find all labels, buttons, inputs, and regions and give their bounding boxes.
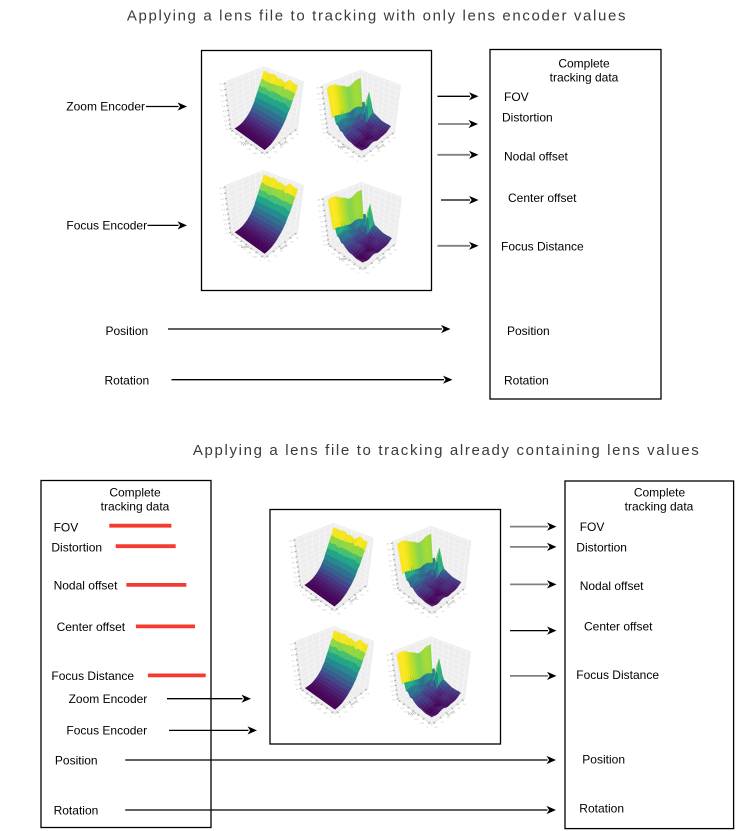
svg-text:tracking data: tracking data (625, 500, 694, 514)
svg-text:Zoom Encoder: Zoom Encoder (69, 692, 148, 706)
svg-text:Zoom Encoder: Zoom Encoder (66, 100, 145, 114)
svg-text:Distortion: Distortion (51, 540, 102, 554)
svg-text:Focus Distance: Focus Distance (576, 668, 659, 682)
svg-text:Nodal offset: Nodal offset (580, 579, 644, 593)
svg-text:Focus Encoder: Focus Encoder (66, 219, 147, 233)
svg-text:Position: Position (55, 753, 98, 767)
svg-text:Nodal offset: Nodal offset (54, 578, 118, 592)
svg-text:Focus Distance: Focus Distance (501, 240, 584, 254)
svg-text:Position: Position (106, 324, 149, 338)
svg-text:Distortion: Distortion (576, 540, 627, 554)
svg-text:Complete: Complete (558, 56, 610, 70)
svg-text:Complete: Complete (634, 485, 686, 499)
svg-text:FOV: FOV (54, 521, 79, 535)
svg-text:Center offset: Center offset (57, 620, 126, 634)
svg-text:Rotation: Rotation (504, 374, 549, 388)
svg-text:Position: Position (582, 753, 625, 767)
svg-text:Rotation: Rotation (54, 804, 99, 818)
svg-text:Rotation: Rotation (579, 802, 624, 816)
svg-text:Applying a lens file to tracki: Applying a lens file to tracking already… (193, 442, 701, 459)
svg-text:FOV: FOV (580, 520, 605, 534)
svg-text:tracking data: tracking data (101, 500, 170, 514)
svg-text:Complete: Complete (109, 485, 161, 499)
svg-text:Focus Encoder: Focus Encoder (66, 724, 147, 738)
svg-text:tracking data: tracking data (550, 71, 619, 85)
svg-text:Focus Distance: Focus Distance (51, 669, 134, 683)
svg-text:Position: Position (507, 324, 550, 338)
svg-text:Rotation: Rotation (105, 374, 150, 388)
svg-text:Center offset: Center offset (508, 191, 577, 205)
svg-text:Distortion: Distortion (502, 110, 553, 124)
svg-text:Applying a lens file to tracki: Applying a lens file to tracking with on… (127, 7, 627, 24)
svg-text:Nodal offset: Nodal offset (504, 150, 568, 164)
svg-text:Center offset: Center offset (584, 620, 653, 634)
svg-text:FOV: FOV (504, 90, 529, 104)
